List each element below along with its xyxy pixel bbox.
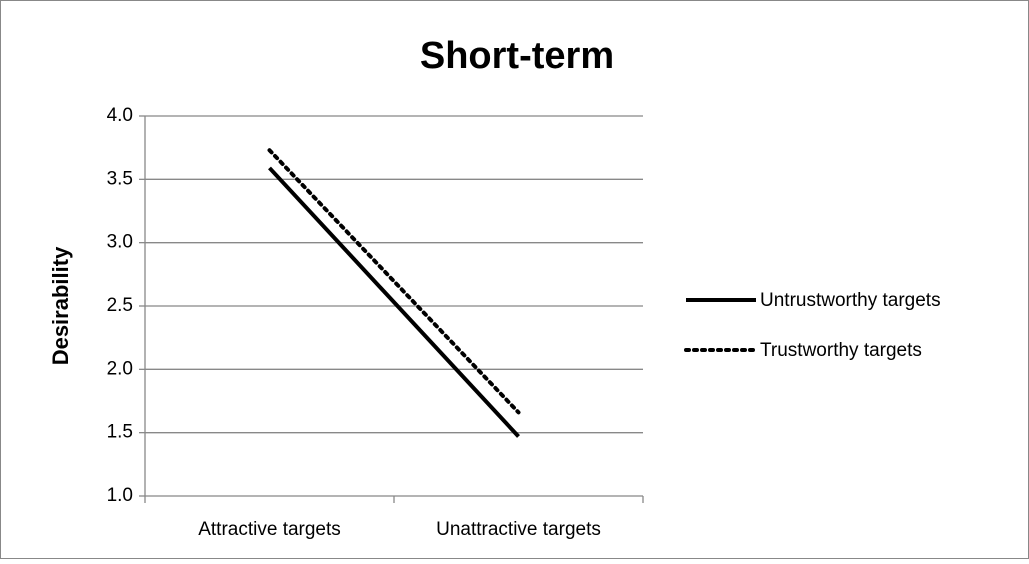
y-tick-label: 4.0: [107, 105, 133, 126]
y-tick-label: 1.5: [107, 422, 133, 443]
legend-label: Untrustworthy targets: [760, 290, 941, 311]
chart-title: Short-term: [420, 35, 614, 77]
x-tick-label: Attractive targets: [198, 519, 341, 540]
series-line: [268, 166, 520, 438]
y-tick-label: 2.5: [107, 295, 133, 316]
y-tick-label: 3.5: [107, 168, 133, 189]
y-tick-label: 2.0: [107, 358, 133, 379]
y-axis-label: Desirability: [48, 246, 73, 365]
legend-label: Trustworthy targets: [760, 340, 922, 361]
series-line: [267, 148, 521, 415]
x-tick-label: Unattractive targets: [436, 519, 601, 540]
y-tick-label: 3.0: [107, 232, 133, 253]
y-tick-label: 1.0: [107, 485, 133, 506]
